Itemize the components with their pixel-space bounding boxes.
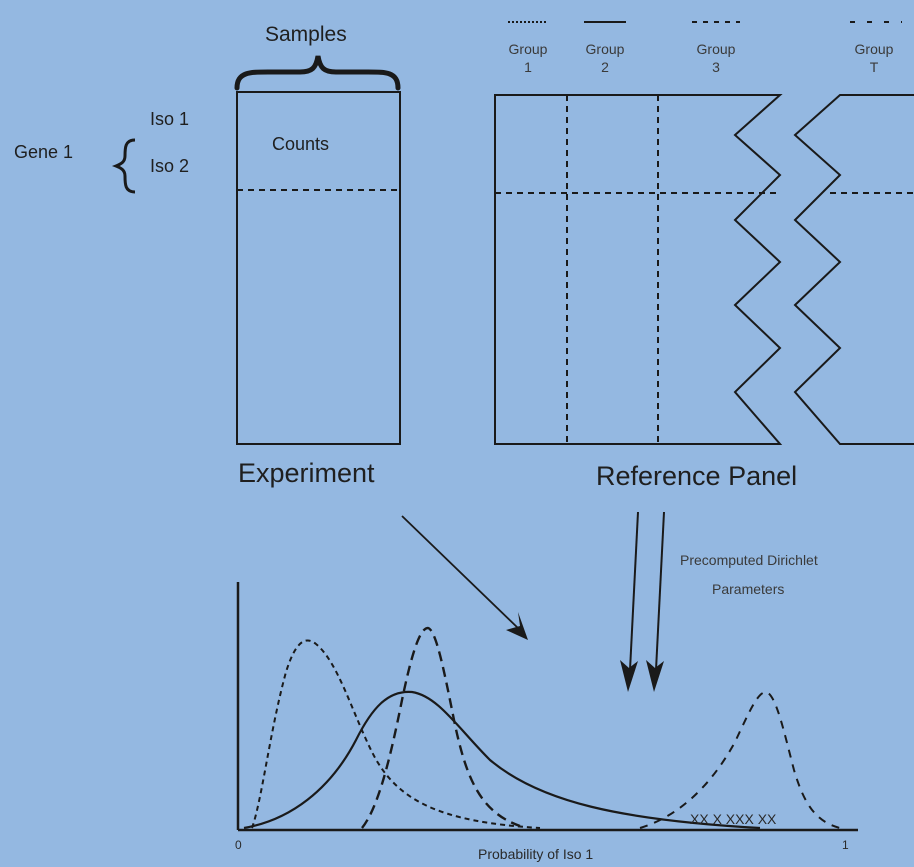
legend-group-3-index: 3 bbox=[712, 59, 720, 75]
dirichlet-annotation-line-1: Precomputed Dirichlet bbox=[680, 552, 818, 568]
isoform-1-label: Iso 1 bbox=[150, 109, 190, 129]
reference-arrow-2 bbox=[655, 511, 665, 671]
legend-group-t-index: T bbox=[869, 59, 879, 75]
experiment-to-plot-arrow bbox=[401, 515, 521, 631]
reference-arrowhead-1 bbox=[620, 660, 638, 692]
gene-label: Gene 1 bbox=[14, 142, 74, 162]
legend-group-2: Group 2 bbox=[565, 40, 645, 76]
legend-group-1-index: 1 bbox=[524, 59, 532, 75]
dirichlet-annotation-line-2: Parameters bbox=[712, 581, 785, 597]
isoform-2-label: Iso 2 bbox=[150, 156, 190, 176]
x-axis-max-label: 1 bbox=[842, 838, 849, 852]
curve-group-3 bbox=[361, 626, 521, 829]
legend-group-3: Group 3 bbox=[676, 40, 756, 76]
curve-group-2 bbox=[243, 690, 761, 830]
legend-group-2-name: Group bbox=[585, 41, 625, 57]
gene-brace bbox=[111, 138, 136, 194]
curve-group-t bbox=[639, 690, 841, 829]
legend-group-3-name: Group bbox=[696, 41, 736, 57]
experiment-matrix bbox=[236, 91, 401, 445]
experiment-arrowhead bbox=[506, 612, 528, 640]
curve-group-1 bbox=[251, 639, 541, 829]
reference-panel-right bbox=[793, 94, 914, 445]
sample-marks: XX X XXX XX bbox=[690, 811, 777, 827]
x-axis-min-label: 0 bbox=[235, 838, 242, 852]
reference-arrowhead-2 bbox=[646, 660, 664, 692]
legend-group-1: Group 1 bbox=[488, 40, 568, 76]
reference-panel-title: Reference Panel bbox=[596, 461, 798, 491]
legend-group-2-index: 2 bbox=[601, 59, 609, 75]
legend-group-1-name: Group bbox=[508, 41, 548, 57]
counts-label: Counts bbox=[272, 134, 330, 154]
reference-panel-left bbox=[494, 94, 783, 445]
legend-group-t: Group T bbox=[834, 40, 914, 76]
experiment-title: Experiment bbox=[238, 458, 375, 488]
samples-label: Samples bbox=[265, 23, 347, 46]
reference-arrow-1 bbox=[629, 511, 639, 671]
legend-group-t-name: Group bbox=[854, 41, 894, 57]
x-axis-label: Probability of Iso 1 bbox=[478, 846, 594, 862]
samples-brace bbox=[234, 55, 401, 91]
